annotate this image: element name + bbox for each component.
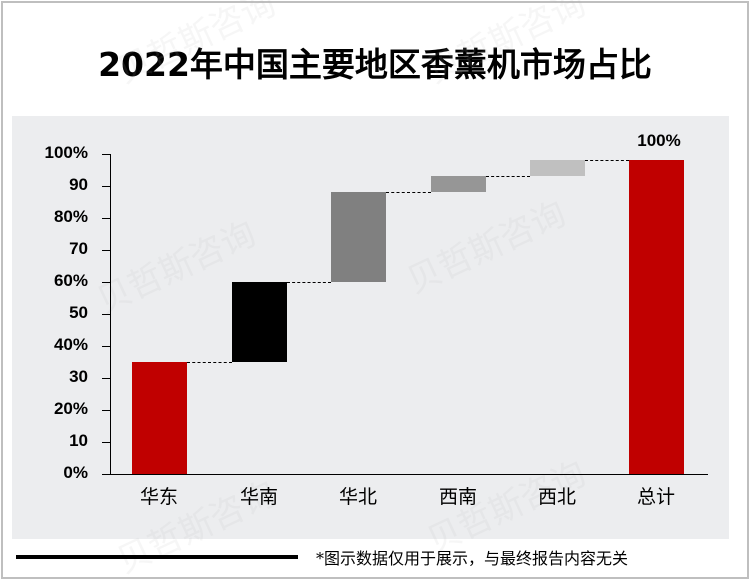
y-tick <box>102 250 110 251</box>
connector-line <box>186 362 232 363</box>
y-tick <box>102 154 110 155</box>
x-category-label: 华南 <box>239 486 278 508</box>
x-category-label: 华北 <box>338 486 377 508</box>
x-category-label: 西南 <box>438 486 477 508</box>
y-tick-label: 70 <box>69 239 88 258</box>
y-tick <box>102 186 110 187</box>
y-tick-label: 100% <box>44 143 88 162</box>
y-tick-label: 0% <box>63 463 88 482</box>
y-axis <box>110 154 111 475</box>
y-tick <box>102 314 110 315</box>
x-category-label: 总计 <box>636 486 675 508</box>
total-data-label: 100% <box>637 131 681 151</box>
y-tick-label: 60% <box>53 271 88 290</box>
y-tick-label: 30 <box>69 367 88 386</box>
connector-line <box>385 192 431 194</box>
connector-line <box>584 160 629 162</box>
y-tick <box>102 218 110 219</box>
y-tick <box>102 378 110 379</box>
x-category-label: 西北 <box>537 486 576 508</box>
y-tick-label: 20% <box>53 399 88 418</box>
connector-line <box>286 282 331 283</box>
connector-line <box>485 176 530 178</box>
y-tick <box>102 474 110 475</box>
bar-total <box>628 160 684 474</box>
chart-title: 2022年中国主要地区香薰机市场占比 <box>98 45 652 84</box>
x-category-label: 华东 <box>139 486 178 508</box>
y-tick-label: 40% <box>53 335 88 354</box>
bar-segment <box>529 160 585 177</box>
footnote: *图示数据仅用于展示，与最终报告内容无关 <box>316 549 629 568</box>
y-tick-label: 90 <box>69 175 88 194</box>
bar-segment <box>231 282 287 362</box>
y-tick <box>102 410 110 411</box>
y-tick-label: 10 <box>69 431 88 450</box>
y-tick-label: 80% <box>53 207 88 226</box>
plot-area <box>12 116 729 539</box>
y-tick <box>102 442 110 443</box>
y-tick-label: 50 <box>69 303 88 322</box>
y-tick <box>102 346 110 347</box>
footer-rule <box>16 555 298 559</box>
bar-segment <box>330 192 386 282</box>
bar-segment <box>430 176 486 193</box>
y-tick <box>102 282 110 283</box>
bar-segment <box>131 362 187 474</box>
x-axis <box>102 474 708 475</box>
